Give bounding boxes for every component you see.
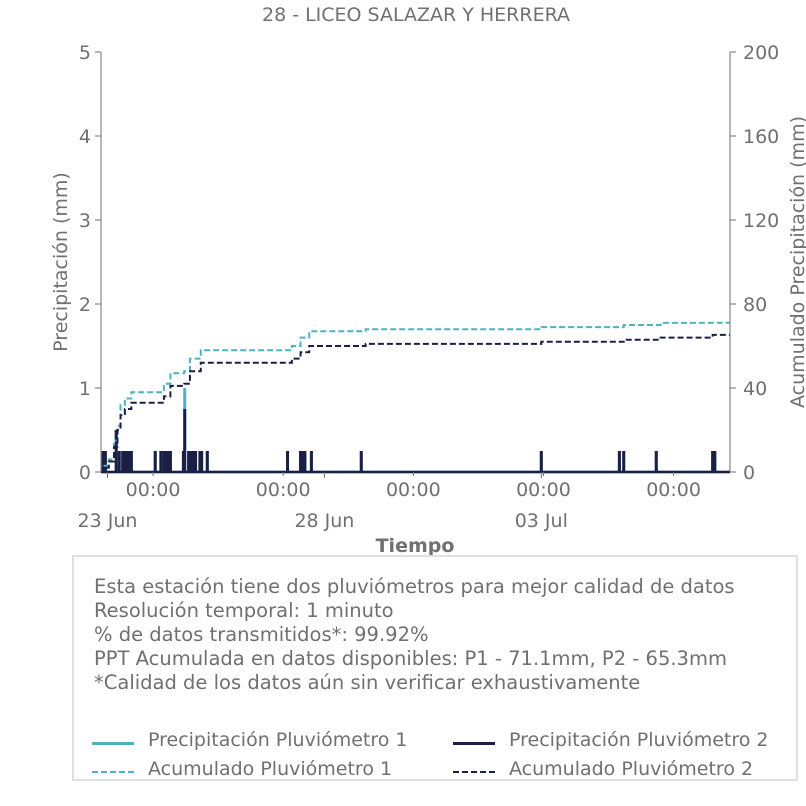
- info-box: Esta estación tiene dos pluviómetros par…: [72, 555, 798, 781]
- legend-label-precip-p2: Precipitación Pluviómetro 2: [509, 729, 769, 751]
- x-minor-tick-label: 00:00: [126, 479, 181, 501]
- legend-swatch-precip-p2: [453, 742, 495, 745]
- x-major-tick-label: 23 Jun: [78, 510, 138, 532]
- info-line-transmitted: % de datos transmitidos*: 99.92%: [94, 623, 429, 646]
- y-left-tick-label: 3: [79, 210, 91, 232]
- info-line-stations: Esta estación tiene dos pluviómetros par…: [94, 575, 735, 598]
- y-left-tick-label: 1: [79, 378, 91, 400]
- info-line-resolution: Resolución temporal: 1 minuto: [94, 599, 394, 622]
- y-axis-right-label: Acumulado Precipitación (mm): [787, 116, 806, 408]
- x-axis-label: Tiempo: [376, 535, 455, 555]
- x-major-tick-label: 03 Jul: [515, 510, 568, 532]
- info-line-accumulated: PPT Acumulada en datos disponibles: P1 -…: [94, 647, 727, 670]
- legend-label-acum-p1: Acumulado Pluviómetro 1: [148, 758, 393, 780]
- series-precip-p2: [101, 409, 730, 474]
- y-right-tick-label: 120: [743, 210, 779, 232]
- axes: 0 1 2 3 4 5 0 40 80 120 160 200 23 Jun 28 Jun 03 Jul 00…: [78, 42, 780, 532]
- y-left-tick-label: 2: [79, 294, 91, 316]
- legend-label-precip-p1: Precipitación Pluviómetro 1: [148, 729, 408, 751]
- y-right-tick-label: 40: [743, 378, 767, 400]
- y-right-tick-label: 80: [743, 294, 767, 316]
- legend-swatch-precip-p1: [92, 742, 134, 745]
- y-left-tick-label: 5: [79, 42, 91, 64]
- y-right-tick-label: 200: [743, 42, 779, 64]
- legend-swatch-acum-p2: [453, 771, 495, 773]
- y-left-tick-label: 0: [79, 462, 91, 484]
- x-major-tick-label: 28 Jun: [294, 510, 354, 532]
- x-minor-tick-label: 00:00: [256, 479, 311, 501]
- y-left-tick-label: 4: [79, 126, 91, 148]
- y-right-tick-label: 0: [743, 462, 755, 484]
- info-text: Esta estación tiene dos pluviómetros par…: [94, 575, 735, 695]
- x-minor-tick-label: 00:00: [386, 479, 441, 501]
- x-minor-tick-label: 00:00: [516, 479, 571, 501]
- legend-label-acum-p2: Acumulado Pluviómetro 2: [509, 758, 754, 780]
- y-right-tick-label: 160: [743, 126, 779, 148]
- chart: 28 - LICEO SALAZAR Y HERRERA 0 1 2 3 4 5 0 40 80…: [50, 4, 806, 555]
- series-acum-p2: [101, 333, 730, 473]
- series-acum-p1: [101, 321, 730, 473]
- plot-area: [101, 321, 730, 474]
- x-minor-tick-label: 00:00: [646, 479, 701, 501]
- info-line-quality-note: *Calidad de los datos aún sin verificar …: [94, 671, 641, 694]
- y-axis-left-label: Precipitación (mm): [50, 172, 72, 352]
- chart-title: 28 - LICEO SALAZAR Y HERRERA: [262, 4, 570, 26]
- legend-swatch-acum-p1: [92, 771, 134, 773]
